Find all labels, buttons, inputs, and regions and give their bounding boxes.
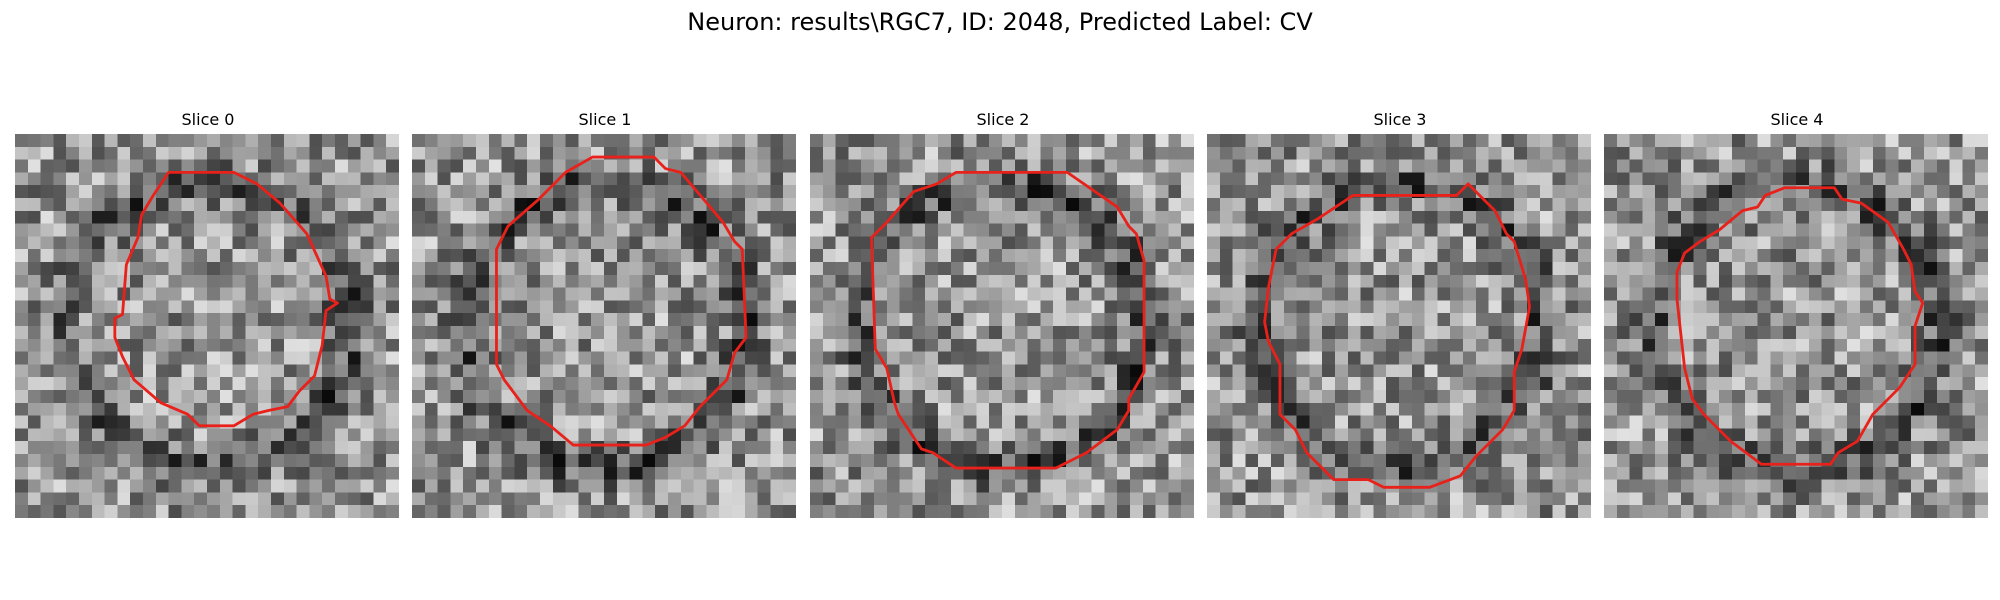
slice-image-4 bbox=[1604, 134, 1988, 518]
pixel-grid bbox=[1207, 134, 1591, 518]
cell-contour bbox=[870, 170, 1146, 470]
slice-panel-2: Slice 2 bbox=[810, 104, 1196, 524]
slice-title-0: Slice 0 bbox=[181, 110, 235, 129]
slice-image-2 bbox=[810, 134, 1194, 518]
slice-title-1: Slice 1 bbox=[578, 110, 632, 129]
cell-contour bbox=[113, 170, 339, 428]
pixel-grid bbox=[1604, 134, 1988, 518]
slice-panel-1: Slice 1 bbox=[412, 104, 798, 524]
slice-panel-3: Slice 3 bbox=[1207, 104, 1593, 524]
cell-contour bbox=[1263, 182, 1531, 489]
pixel-grid bbox=[412, 134, 796, 518]
figure-title: Neuron: results\RGC7, ID: 2048, Predicte… bbox=[687, 8, 1313, 36]
cell-contour bbox=[1675, 186, 1925, 466]
slice-image-3 bbox=[1207, 134, 1591, 518]
cell-contour bbox=[495, 155, 748, 447]
slice-panel-4: Slice 4 bbox=[1604, 104, 1990, 524]
slice-title-2: Slice 2 bbox=[976, 110, 1030, 129]
pixel-grid bbox=[810, 134, 1194, 518]
slice-image-1 bbox=[412, 134, 796, 518]
pixel-grid bbox=[15, 134, 399, 518]
slice-title-3: Slice 3 bbox=[1373, 110, 1427, 129]
slice-title-4: Slice 4 bbox=[1770, 110, 1824, 129]
slice-panel-0: Slice 0 bbox=[15, 104, 401, 524]
slice-image-0 bbox=[15, 134, 399, 518]
